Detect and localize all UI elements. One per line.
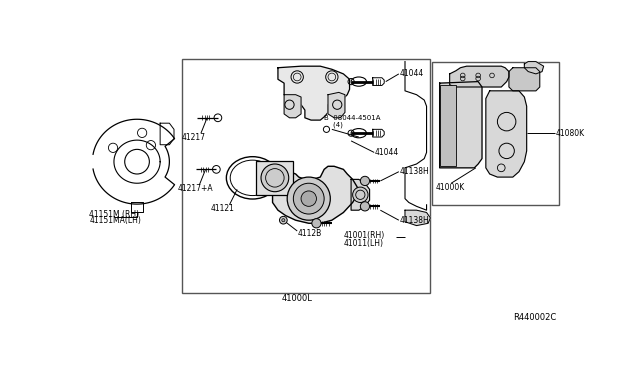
Circle shape bbox=[282, 219, 285, 222]
Text: 41011(LH): 41011(LH) bbox=[344, 239, 383, 248]
Polygon shape bbox=[440, 81, 482, 168]
Polygon shape bbox=[450, 66, 509, 87]
Text: 41151M (RH): 41151M (RH) bbox=[90, 209, 140, 218]
Text: 41138H: 41138H bbox=[399, 216, 429, 225]
Polygon shape bbox=[284, 95, 301, 118]
Text: 41044: 41044 bbox=[375, 148, 399, 157]
Polygon shape bbox=[372, 78, 384, 86]
Polygon shape bbox=[273, 166, 357, 223]
Text: 41000L: 41000L bbox=[282, 294, 312, 303]
Polygon shape bbox=[486, 91, 527, 177]
Text: 4112B: 4112B bbox=[298, 229, 322, 238]
Polygon shape bbox=[524, 62, 543, 74]
Polygon shape bbox=[405, 210, 431, 225]
Circle shape bbox=[293, 183, 324, 214]
Text: 41217+A: 41217+A bbox=[178, 184, 214, 193]
Circle shape bbox=[360, 202, 369, 211]
Text: B  08044-4501A
    (4): B 08044-4501A (4) bbox=[324, 115, 381, 128]
Bar bbox=[257, 161, 293, 195]
Bar bbox=[432, 62, 559, 205]
Circle shape bbox=[301, 191, 316, 206]
Text: 41001(RH): 41001(RH) bbox=[344, 231, 385, 240]
Text: 41121: 41121 bbox=[210, 204, 234, 213]
Polygon shape bbox=[351, 179, 369, 210]
Circle shape bbox=[360, 176, 369, 186]
Polygon shape bbox=[278, 66, 349, 120]
Bar bbox=[182, 58, 431, 293]
Text: 41044: 41044 bbox=[399, 70, 424, 78]
Text: 41080K: 41080K bbox=[556, 129, 585, 138]
Circle shape bbox=[287, 177, 330, 220]
Polygon shape bbox=[328, 92, 345, 118]
Circle shape bbox=[280, 217, 287, 224]
Text: R440002C: R440002C bbox=[513, 314, 556, 323]
Text: 41138H: 41138H bbox=[399, 167, 429, 176]
Polygon shape bbox=[509, 68, 540, 91]
Text: 41000K: 41000K bbox=[436, 183, 465, 192]
Circle shape bbox=[312, 219, 321, 228]
Circle shape bbox=[261, 164, 289, 192]
Polygon shape bbox=[372, 129, 384, 137]
Circle shape bbox=[353, 187, 368, 202]
Text: 41151MA(LH): 41151MA(LH) bbox=[90, 216, 141, 225]
Text: 41217: 41217 bbox=[182, 132, 205, 141]
Bar bbox=[440, 85, 456, 166]
